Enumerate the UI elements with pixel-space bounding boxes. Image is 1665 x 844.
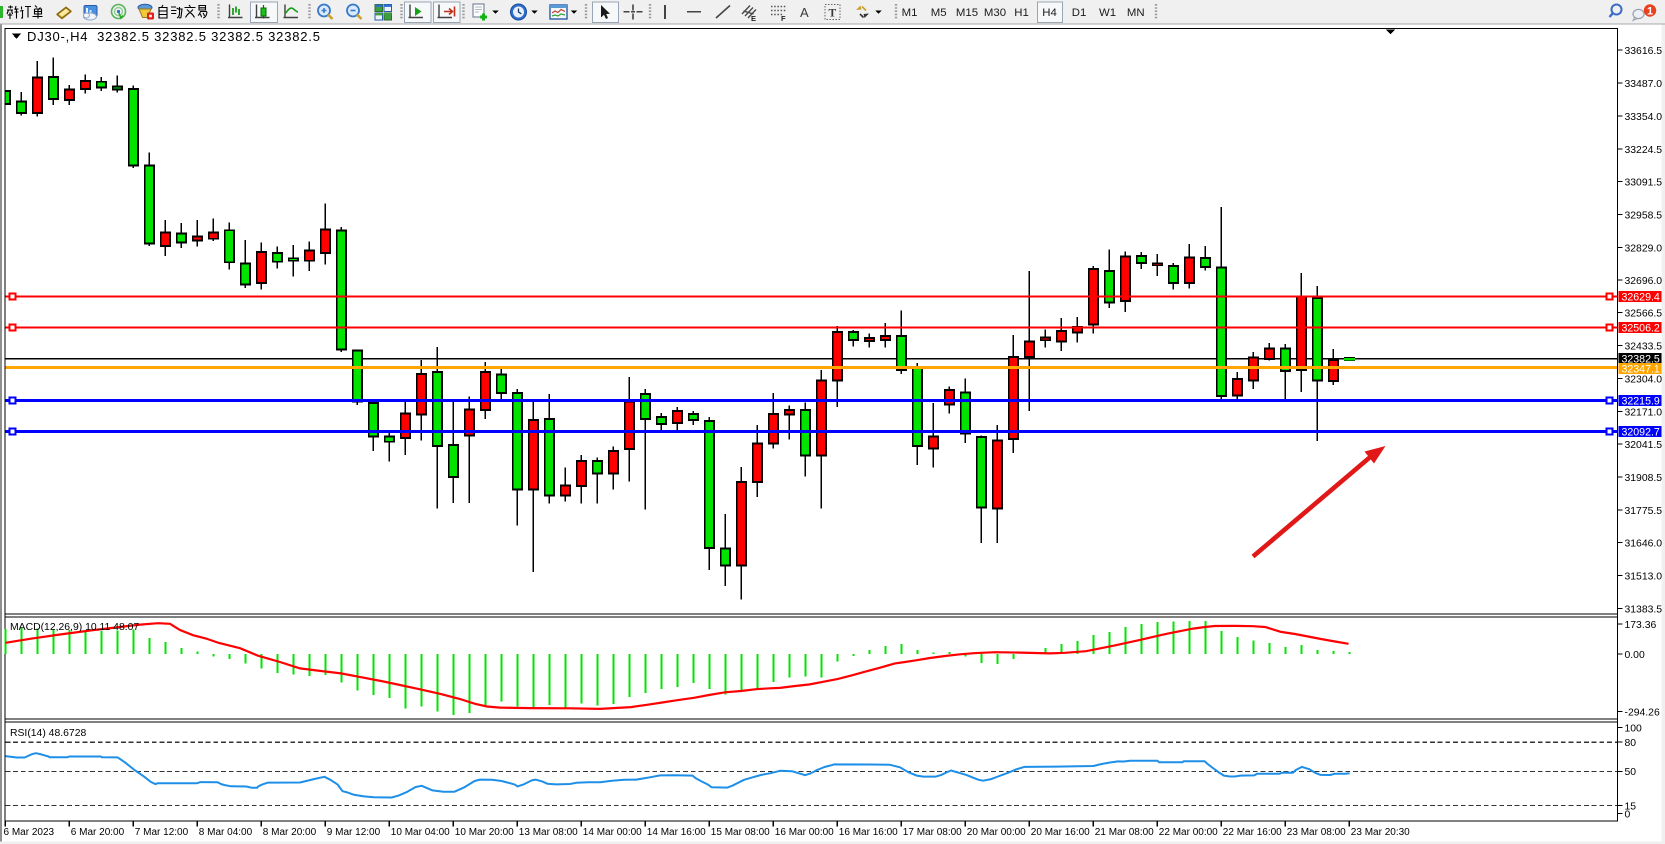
svg-text:20 Mar 16:00: 20 Mar 16:00 (1031, 827, 1090, 838)
svg-text:20 Mar 00:00: 20 Mar 00:00 (967, 827, 1026, 838)
svg-text:A: A (800, 5, 809, 20)
svg-text:32506.2: 32506.2 (1622, 322, 1660, 334)
svg-text:100: 100 (1625, 723, 1643, 734)
svg-text:15: 15 (1625, 801, 1637, 812)
svg-text:13 Mar 08:00: 13 Mar 08:00 (519, 827, 578, 838)
svg-text:M15: M15 (956, 7, 978, 19)
svg-text:32092.7: 32092.7 (1622, 426, 1660, 438)
svg-text:32215.9: 32215.9 (1622, 395, 1660, 407)
svg-text:0.00: 0.00 (1625, 650, 1645, 661)
svg-text:33616.5: 33616.5 (1625, 46, 1663, 57)
svg-text:H4: H4 (1042, 7, 1057, 19)
svg-text:33487.0: 33487.0 (1625, 79, 1663, 90)
svg-text:0: 0 (1625, 809, 1631, 820)
svg-text:M5: M5 (931, 7, 947, 19)
svg-text:W1: W1 (1099, 7, 1116, 19)
svg-text:H1: H1 (1014, 7, 1029, 19)
svg-text:80: 80 (1625, 738, 1637, 749)
svg-text:22 Mar 16:00: 22 Mar 16:00 (1223, 827, 1282, 838)
svg-text:D1: D1 (1072, 7, 1087, 19)
svg-text:8 Mar 04:00: 8 Mar 04:00 (199, 827, 253, 838)
svg-text:1: 1 (1647, 6, 1653, 18)
svg-text:17 Mar 08:00: 17 Mar 08:00 (903, 827, 962, 838)
svg-text:32382.5: 32382.5 (1622, 353, 1660, 365)
svg-text:M30: M30 (984, 7, 1006, 19)
svg-text:F: F (781, 14, 786, 23)
svg-text:14 Mar 00:00: 14 Mar 00:00 (583, 827, 642, 838)
svg-text:7 Mar 12:00: 7 Mar 12:00 (135, 827, 189, 838)
svg-text:15 Mar 08:00: 15 Mar 08:00 (711, 827, 770, 838)
svg-text:32433.5: 32433.5 (1625, 341, 1663, 352)
svg-text:32347.1: 32347.1 (1622, 363, 1660, 375)
svg-text:E: E (751, 14, 756, 23)
svg-text:31908.5: 31908.5 (1625, 473, 1663, 484)
svg-text:33224.5: 33224.5 (1625, 145, 1663, 156)
svg-text:M1: M1 (902, 7, 918, 19)
svg-text:16 Mar 16:00: 16 Mar 16:00 (839, 827, 898, 838)
svg-text:32171.0: 32171.0 (1625, 407, 1663, 418)
svg-text:31775.5: 31775.5 (1625, 506, 1663, 517)
svg-text:6 Mar 20:00: 6 Mar 20:00 (71, 827, 125, 838)
svg-text:21 Mar 08:00: 21 Mar 08:00 (1095, 827, 1154, 838)
svg-text:32629.4: 32629.4 (1622, 291, 1660, 303)
svg-text:MN: MN (1127, 7, 1145, 19)
svg-text:8 Mar 20:00: 8 Mar 20:00 (263, 827, 317, 838)
svg-text:16 Mar 00:00: 16 Mar 00:00 (775, 827, 834, 838)
svg-text:10 Mar 04:00: 10 Mar 04:00 (391, 827, 450, 838)
svg-text:32958.5: 32958.5 (1625, 210, 1663, 221)
svg-text:33354.0: 33354.0 (1625, 112, 1663, 123)
svg-text:50: 50 (1625, 767, 1637, 778)
svg-text:32041.5: 32041.5 (1625, 440, 1663, 451)
svg-text:DJ30-,H4 32382.5 32382.5 3238: DJ30-,H4 32382.5 32382.5 32382.5 32382.5 (27, 29, 321, 44)
svg-text:32304.0: 32304.0 (1625, 374, 1663, 385)
svg-text:6 Mar 2023: 6 Mar 2023 (4, 827, 55, 838)
svg-text:MACD(12,26,9) 10.11 48.07: MACD(12,26,9) 10.11 48.07 (10, 622, 139, 633)
svg-text:RSI(14) 48.6728: RSI(14) 48.6728 (10, 728, 86, 739)
svg-text:31646.0: 31646.0 (1625, 538, 1663, 549)
svg-text:22 Mar 00:00: 22 Mar 00:00 (1159, 827, 1218, 838)
svg-text:9 Mar 12:00: 9 Mar 12:00 (327, 827, 381, 838)
svg-text:32696.0: 32696.0 (1625, 276, 1663, 287)
svg-text:32829.0: 32829.0 (1625, 243, 1663, 254)
svg-text:-294.26: -294.26 (1625, 707, 1660, 718)
svg-text:31383.5: 31383.5 (1625, 604, 1663, 615)
svg-text:33091.5: 33091.5 (1625, 177, 1663, 188)
svg-text:14 Mar 16:00: 14 Mar 16:00 (647, 827, 706, 838)
svg-text:173.36: 173.36 (1625, 620, 1657, 631)
svg-text:32566.5: 32566.5 (1625, 308, 1663, 319)
svg-text:T: T (829, 8, 837, 20)
svg-text:10 Mar 20:00: 10 Mar 20:00 (455, 827, 514, 838)
svg-text:23 Mar 08:00: 23 Mar 08:00 (1287, 827, 1346, 838)
svg-text:23 Mar 20:30: 23 Mar 20:30 (1351, 827, 1410, 838)
svg-text:31513.0: 31513.0 (1625, 571, 1663, 582)
